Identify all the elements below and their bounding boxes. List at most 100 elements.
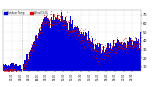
Point — [68, 19, 71, 21]
Point — [118, 49, 120, 51]
Point — [12, 69, 15, 70]
Point — [97, 48, 99, 50]
Point — [55, 21, 57, 23]
Point — [127, 45, 129, 46]
Point — [89, 44, 92, 45]
Point — [63, 21, 65, 22]
Point — [129, 45, 131, 46]
Point — [22, 68, 25, 69]
Point — [118, 52, 120, 54]
Point — [58, 15, 60, 16]
Point — [87, 44, 90, 46]
Point — [4, 71, 6, 72]
Point — [4, 67, 7, 69]
Point — [76, 33, 79, 34]
Point — [120, 45, 123, 46]
Point — [45, 22, 47, 24]
Point — [94, 46, 97, 47]
Point — [71, 31, 73, 33]
Point — [48, 27, 50, 28]
Point — [117, 44, 120, 45]
Point — [71, 31, 74, 32]
Point — [133, 45, 136, 46]
Point — [105, 54, 108, 55]
Point — [16, 69, 18, 70]
Point — [120, 44, 123, 45]
Point — [51, 24, 53, 26]
Point — [100, 44, 103, 45]
Point — [92, 42, 94, 44]
Point — [108, 44, 110, 46]
Point — [131, 47, 134, 49]
Point — [136, 47, 138, 49]
Point — [85, 37, 87, 38]
Point — [36, 34, 39, 35]
Point — [64, 15, 67, 17]
Point — [107, 60, 110, 61]
Point — [111, 45, 113, 46]
Point — [95, 49, 98, 50]
Point — [123, 48, 126, 50]
Point — [130, 46, 133, 47]
Point — [79, 38, 81, 39]
Point — [90, 49, 92, 50]
Point — [113, 51, 115, 53]
Point — [127, 40, 130, 42]
Point — [29, 50, 31, 51]
Point — [101, 44, 104, 45]
Point — [88, 41, 90, 42]
Point — [90, 47, 93, 49]
Point — [84, 38, 86, 39]
Point — [28, 57, 30, 59]
Point — [93, 51, 96, 52]
Point — [136, 44, 138, 45]
Point — [80, 37, 82, 39]
Point — [25, 58, 28, 59]
Point — [86, 46, 89, 47]
Point — [75, 35, 78, 36]
Point — [48, 20, 51, 21]
Point — [18, 72, 21, 73]
Point — [64, 25, 67, 26]
Point — [38, 32, 41, 34]
Point — [80, 34, 82, 35]
Point — [73, 32, 76, 33]
Point — [53, 23, 55, 24]
Point — [60, 29, 63, 30]
Point — [72, 30, 75, 31]
Point — [118, 45, 121, 47]
Point — [122, 42, 125, 43]
Point — [116, 41, 118, 42]
Point — [42, 23, 44, 25]
Point — [113, 43, 116, 44]
Point — [16, 73, 19, 74]
Point — [80, 37, 83, 38]
Point — [71, 29, 73, 30]
Point — [44, 18, 47, 19]
Point — [29, 53, 32, 54]
Point — [39, 26, 42, 27]
Point — [47, 26, 50, 27]
Point — [131, 46, 134, 48]
Point — [24, 63, 26, 64]
Point — [55, 24, 57, 25]
Point — [80, 39, 82, 40]
Point — [42, 22, 45, 23]
Point — [8, 70, 11, 71]
Point — [28, 52, 30, 54]
Point — [12, 69, 14, 70]
Point — [65, 27, 68, 29]
Point — [9, 68, 12, 70]
Point — [123, 45, 125, 46]
Point — [104, 59, 107, 60]
Point — [45, 21, 48, 23]
Point — [35, 35, 38, 37]
Point — [22, 66, 24, 68]
Point — [28, 52, 31, 53]
Point — [59, 15, 62, 16]
Point — [130, 43, 132, 44]
Point — [133, 44, 135, 45]
Point — [106, 44, 109, 46]
Point — [88, 40, 91, 41]
Point — [132, 46, 135, 47]
